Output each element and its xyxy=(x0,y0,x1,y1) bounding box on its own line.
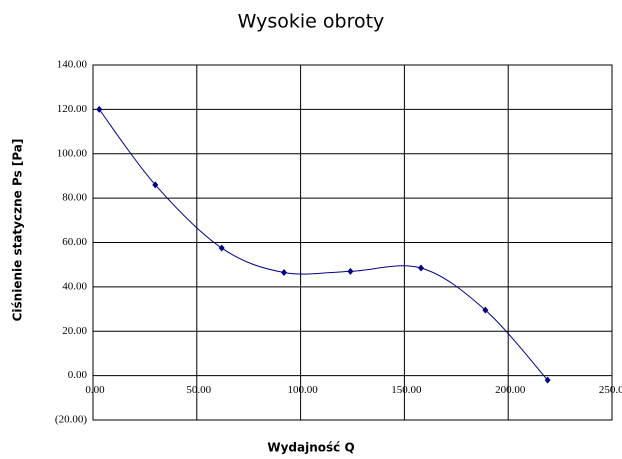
marker xyxy=(347,267,354,275)
line xyxy=(98,109,549,381)
y-tick-label: 100.00 xyxy=(57,147,88,159)
x-tick-label: 100.00 xyxy=(287,384,318,396)
y-tick-label: (20.00) xyxy=(55,414,87,426)
plot-frame xyxy=(92,64,613,421)
marker xyxy=(482,306,489,314)
y-tick-label: 20.00 xyxy=(62,325,87,337)
marker xyxy=(96,105,103,113)
y-tick-label: 120.00 xyxy=(57,103,88,115)
marker xyxy=(218,244,225,252)
y-tick-label: 0.00 xyxy=(68,369,88,381)
y-tick-label: 140.00 xyxy=(57,59,88,71)
marker xyxy=(280,268,287,276)
x-tick-label: 250.00 xyxy=(599,384,622,396)
y-tick-label: 40.00 xyxy=(62,280,87,292)
marker xyxy=(418,264,425,272)
y-tick-label: 60.00 xyxy=(62,236,87,248)
chart-title: Wysokie obroty xyxy=(238,11,385,33)
y-axis-label: Ciśnienie statyczne Ps [Pa] xyxy=(11,139,25,322)
x-tick-label: 150.00 xyxy=(391,384,422,396)
x-axis-label: Wydajność Q xyxy=(267,441,354,455)
y-tick-label: 80.00 xyxy=(62,192,87,204)
x-tick-label: 0.00 xyxy=(85,384,105,396)
x-tick-label: 50.00 xyxy=(186,384,211,396)
x-tick-label: 200.00 xyxy=(495,384,526,396)
marker xyxy=(152,181,159,189)
marker xyxy=(544,376,551,384)
